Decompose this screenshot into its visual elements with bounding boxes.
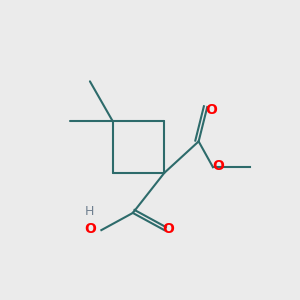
Text: O: O: [213, 159, 225, 173]
Text: O: O: [84, 222, 96, 236]
Text: O: O: [163, 222, 175, 236]
Text: O: O: [206, 103, 218, 117]
Text: H: H: [85, 205, 94, 218]
